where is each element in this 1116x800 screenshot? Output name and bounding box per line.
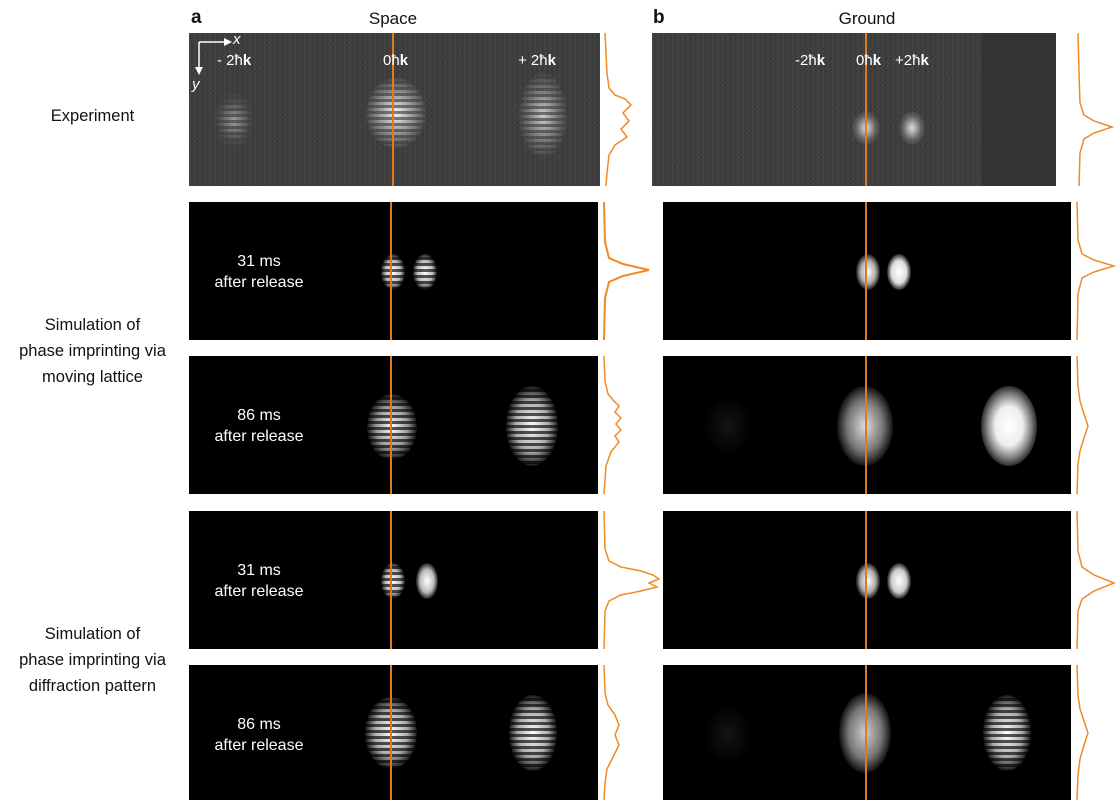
reference-line	[865, 202, 867, 340]
row-label-sim-lattice: Simulation of phase imprinting via movin…	[0, 312, 185, 390]
sim-lattice-86ms-space: 86 ms after release	[189, 356, 598, 494]
profile-sim-diffraction-86ms-ground	[1076, 665, 1089, 800]
profile-sim-diffraction-31ms-ground	[1076, 511, 1116, 649]
panel-letter-b: b	[653, 7, 665, 28]
panel-letter-a: a	[191, 7, 202, 28]
axis-x-label: x	[233, 33, 241, 48]
order-label-minus: -2ħk	[795, 52, 826, 69]
sim-diffraction-31ms-ground	[663, 511, 1071, 649]
column-title-ground: Ground	[838, 9, 896, 28]
time-label: 86 ms after release	[214, 716, 304, 754]
profile-sim-lattice-31ms-ground	[1076, 202, 1116, 340]
order-label-zero: 0ħk	[383, 52, 409, 69]
reference-line	[865, 665, 867, 800]
row-label-sim-diffraction: Simulation of phase imprinting via diffr…	[0, 621, 185, 699]
sim-diffraction-86ms-ground	[663, 665, 1071, 800]
order-label-plus: + 2ħk	[518, 52, 556, 69]
profile-sim-diffraction-86ms-space	[603, 665, 620, 800]
sim-diffraction-86ms-space: 86 ms after release	[189, 665, 598, 800]
reference-line	[865, 511, 867, 649]
profile-experiment-space	[604, 33, 633, 186]
axis-y-label: y	[192, 76, 200, 93]
reference-line	[390, 665, 392, 800]
experiment-ground-image: -2ħk 0ħk +2ħk	[652, 33, 1056, 186]
profile-experiment-ground	[1077, 33, 1114, 186]
sim-diffraction-31ms-space: 31 ms after release	[189, 511, 598, 649]
sim-lattice-31ms-space: 31 ms after release	[189, 202, 598, 340]
profile-sim-diffraction-31ms-space	[603, 511, 661, 649]
column-title-space: Space	[368, 9, 418, 28]
order-label-plus: +2ħk	[895, 52, 929, 69]
row-label-line: moving lattice	[42, 368, 143, 386]
row-label-line: Simulation of	[44, 316, 141, 334]
sim-lattice-86ms-ground	[663, 356, 1071, 494]
reference-line	[865, 356, 867, 494]
reference-line	[865, 33, 867, 186]
row-label-line: phase imprinting via	[19, 342, 166, 360]
experiment-space-image: x y - 2ħk 0ħk + 2ħk	[189, 33, 600, 186]
order-label-minus: - 2ħk	[217, 52, 252, 69]
profile-sim-lattice-86ms-space	[603, 356, 623, 494]
time-label: 31 ms after release	[214, 562, 304, 600]
axis-arrows-icon	[195, 38, 232, 75]
profile-sim-lattice-31ms-space	[603, 202, 650, 340]
reference-line	[390, 511, 392, 649]
time-label: 31 ms after release	[214, 253, 304, 291]
profile-sim-lattice-86ms-ground	[1076, 356, 1089, 494]
row-label-experiment: Experiment	[50, 107, 135, 125]
order-label-zero: 0ħk	[856, 52, 882, 69]
reference-line	[390, 356, 392, 494]
time-label: 86 ms after release	[214, 407, 304, 445]
sim-lattice-31ms-ground	[663, 202, 1071, 340]
reference-line	[392, 33, 394, 186]
row-label-line: phase imprinting via	[19, 651, 166, 669]
row-label-line: diffraction pattern	[28, 677, 157, 695]
reference-line	[390, 202, 392, 340]
row-label-line: Simulation of	[44, 625, 141, 643]
